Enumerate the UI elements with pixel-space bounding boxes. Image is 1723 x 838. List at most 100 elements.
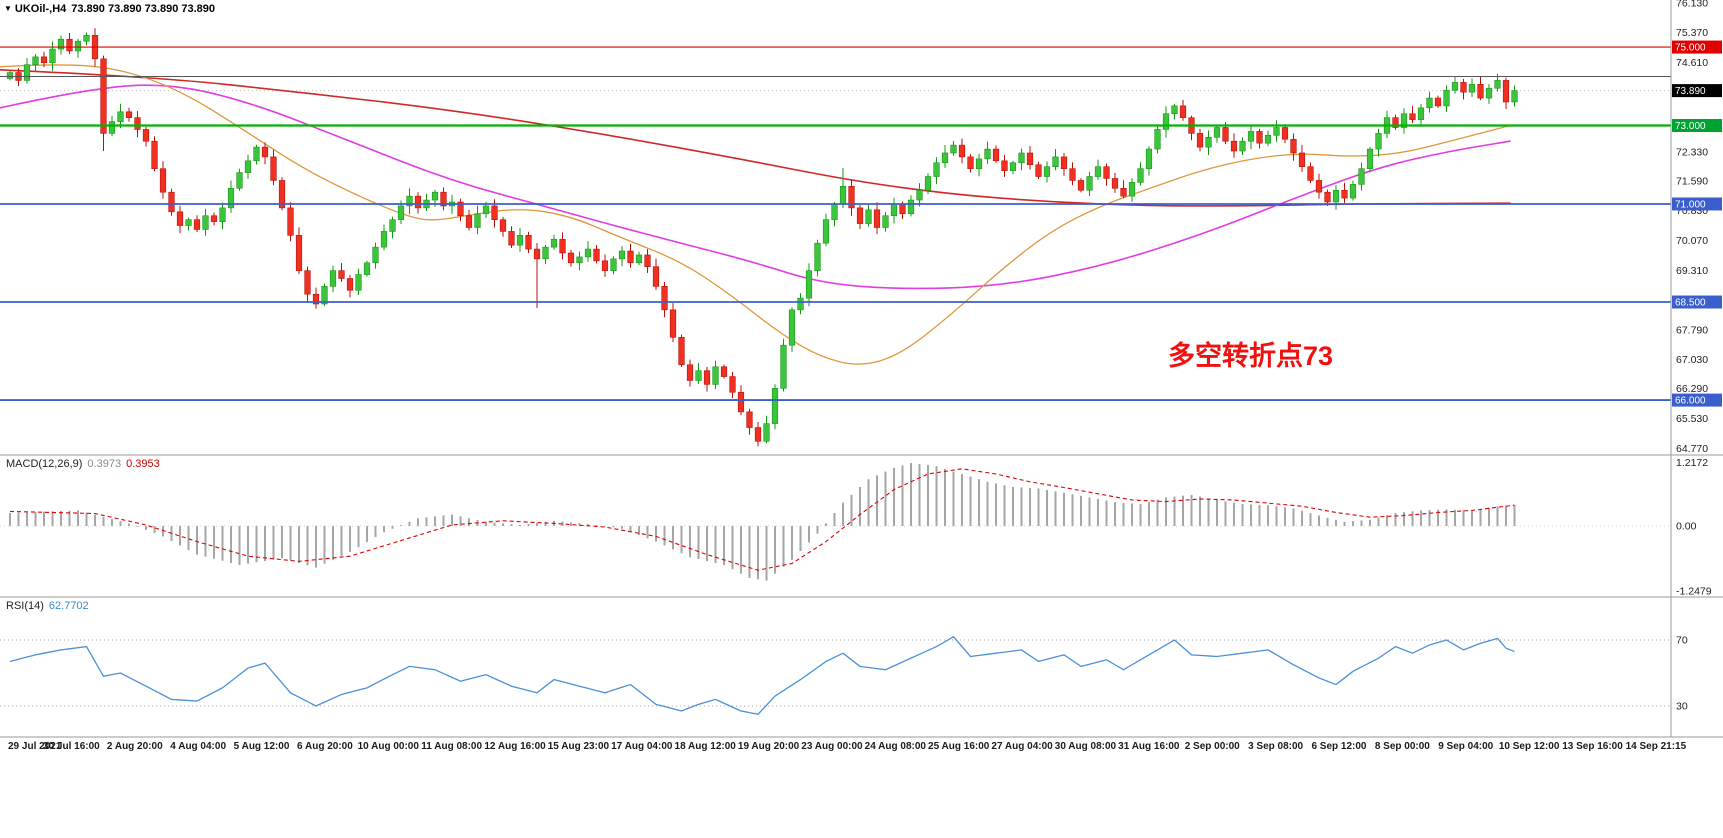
time-axis-label: 3 Sep 08:00 — [1248, 741, 1303, 752]
rsi-level-label: 30 — [1676, 701, 1688, 713]
candle-body — [644, 254, 651, 268]
candle-body — [57, 38, 65, 50]
candle-body — [890, 203, 898, 217]
price-tick-label: 74.610 — [1676, 57, 1708, 69]
price-badge-label: 68.500 — [1675, 298, 1706, 309]
candle-body — [771, 388, 779, 424]
candle-body — [788, 309, 796, 346]
candle-body — [1196, 133, 1204, 148]
candle-body — [1171, 105, 1178, 115]
macd-axis-label: 1.2172 — [1676, 457, 1708, 469]
candle-body — [482, 205, 490, 215]
candle-body — [627, 250, 634, 264]
candle-body — [576, 256, 583, 264]
candle-body — [780, 344, 787, 389]
price-badge — [1672, 84, 1722, 98]
candle-body — [967, 156, 974, 169]
price-badge — [1672, 40, 1722, 54]
main-price-panel[interactable] — [0, 28, 1671, 447]
rsi-panel[interactable]: 70 30 — [0, 635, 1688, 715]
candle-body — [1315, 180, 1323, 193]
candle-body — [465, 215, 473, 228]
candle-body — [1400, 113, 1408, 128]
time-axis-label: 5 Aug 12:00 — [234, 741, 290, 752]
candle-body — [1502, 80, 1510, 103]
candle-body — [168, 191, 175, 213]
candle-body — [899, 203, 906, 215]
macd-panel[interactable]: 1.2172 0.00 -1.2479 — [0, 457, 1712, 597]
symbol-timeframe-label: UKOil-,H4 — [14, 3, 67, 15]
candle-body — [1145, 148, 1153, 169]
candlestick-series[interactable] — [6, 28, 1518, 447]
candle-body — [1086, 176, 1093, 191]
candle-body — [1043, 166, 1051, 177]
candle-body — [593, 248, 600, 262]
candle-body — [661, 286, 668, 311]
price-tick-label: 65.530 — [1676, 413, 1708, 425]
candle-body — [1417, 107, 1425, 120]
candle-body — [406, 195, 413, 207]
candle-body — [516, 235, 524, 246]
candle-body — [924, 176, 932, 191]
candle-body — [907, 199, 915, 215]
candle-body — [729, 376, 736, 393]
time-axis-label: 10 Aug 00:00 — [358, 741, 420, 752]
time-axis-label: 29 Jul 2021 — [8, 741, 62, 752]
candle-body — [652, 266, 660, 287]
candle-body — [703, 370, 711, 385]
macd-signal-line — [9, 468, 1515, 571]
time-axis-label: 12 Aug 16:00 — [484, 741, 546, 752]
candle-body — [1341, 189, 1348, 199]
candle-body — [321, 286, 328, 305]
candle-body — [984, 148, 991, 160]
rsi-level-label: 70 — [1676, 635, 1688, 647]
candle-body — [933, 162, 940, 177]
time-axis-label: 17 Aug 04:00 — [611, 741, 673, 752]
candle-body — [253, 146, 260, 162]
candle-body — [227, 187, 235, 209]
price-badge-label: 75.000 — [1675, 43, 1706, 54]
candle-body — [992, 148, 1000, 162]
time-axis-label: 15 Aug 23:00 — [548, 741, 610, 752]
price-tick-label: 71.590 — [1676, 175, 1708, 187]
price-axis: 76.13075.37074.61072.33071.59070.83070.0… — [1672, 0, 1722, 455]
candle-body — [1162, 113, 1170, 130]
time-axis-label: 14 Sep 21:15 — [1626, 741, 1687, 752]
candle-body — [1477, 84, 1484, 99]
candle-body — [66, 38, 73, 52]
time-axis-label: 6 Sep 12:00 — [1311, 741, 1366, 752]
candle-body — [1443, 89, 1450, 107]
time-axis-label: 30 Aug 08:00 — [1055, 741, 1117, 752]
symbol-dropdown-icon[interactable]: ▼ — [4, 4, 12, 13]
ma-medium-magenta-line — [0, 84, 1511, 290]
time-axis-label: 25 Aug 16:00 — [928, 741, 990, 752]
time-axis-label: 31 Aug 16:00 — [1118, 741, 1180, 752]
candle-body — [491, 205, 498, 220]
candle-body — [100, 58, 107, 134]
candle-body — [1392, 117, 1399, 128]
candle-body — [720, 366, 728, 377]
candle-body — [1230, 140, 1238, 152]
candle-body — [1349, 184, 1357, 199]
candle-body — [712, 366, 719, 385]
candle-body — [856, 207, 864, 224]
candle-body — [457, 201, 464, 217]
candle-body — [1103, 166, 1110, 179]
candle-body — [1264, 135, 1272, 144]
candle-body — [1273, 127, 1280, 136]
rsi-header: RSI(14) 62.7702 — [6, 600, 89, 612]
candle-body — [1239, 140, 1246, 152]
candle-body — [678, 337, 685, 366]
price-tick-label: 64.770 — [1676, 443, 1708, 455]
candle-body — [414, 195, 422, 209]
candle-body — [1137, 168, 1144, 183]
macd-header: MACD(12,26,9) 0.3973 0.3953 — [6, 458, 160, 470]
candle-body — [134, 117, 141, 130]
candle-body — [882, 215, 889, 228]
candle-body — [1409, 113, 1416, 120]
candle-body — [304, 270, 311, 295]
rsi-label: RSI(14) — [6, 600, 44, 612]
candle-body — [40, 56, 48, 64]
